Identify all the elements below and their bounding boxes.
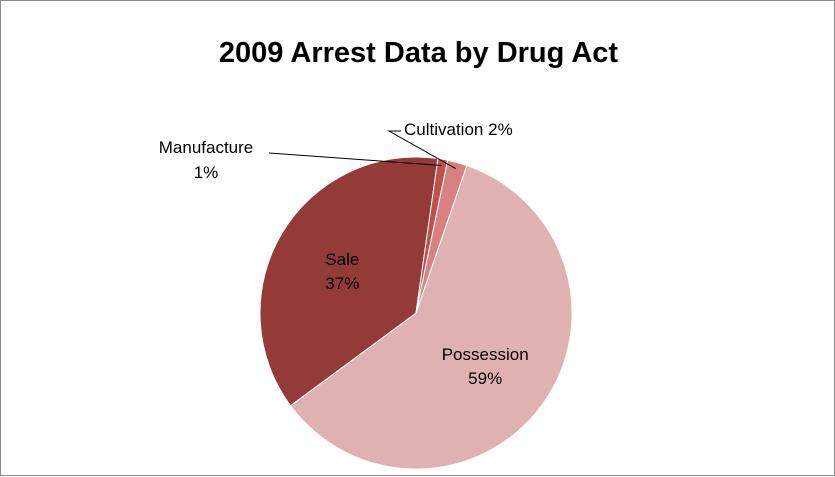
pie-slice-cultivation bbox=[415, 159, 468, 314]
slice-label-sale: Sale bbox=[325, 250, 359, 269]
slice-percent-cultivation: 2% bbox=[488, 120, 513, 139]
leader-line-cultivation bbox=[387, 130, 456, 170]
slice-label-cultivation: Cultivation 2% bbox=[404, 120, 513, 139]
slice-percent-possession: 59% bbox=[468, 369, 502, 388]
chart-title: 2009 Arrest Data by Drug Act bbox=[218, 37, 619, 69]
slice-percent-sale: 37% bbox=[325, 274, 359, 293]
slice-label-possession: Possession bbox=[442, 345, 529, 364]
slice-label-manufacture: Manufacture bbox=[159, 138, 254, 157]
pie-slice-possession bbox=[289, 164, 573, 470]
slice-percent-manufacture: 1% bbox=[194, 163, 219, 182]
leader-line-manufacture bbox=[268, 152, 442, 166]
pie-slice-sale bbox=[259, 156, 439, 407]
